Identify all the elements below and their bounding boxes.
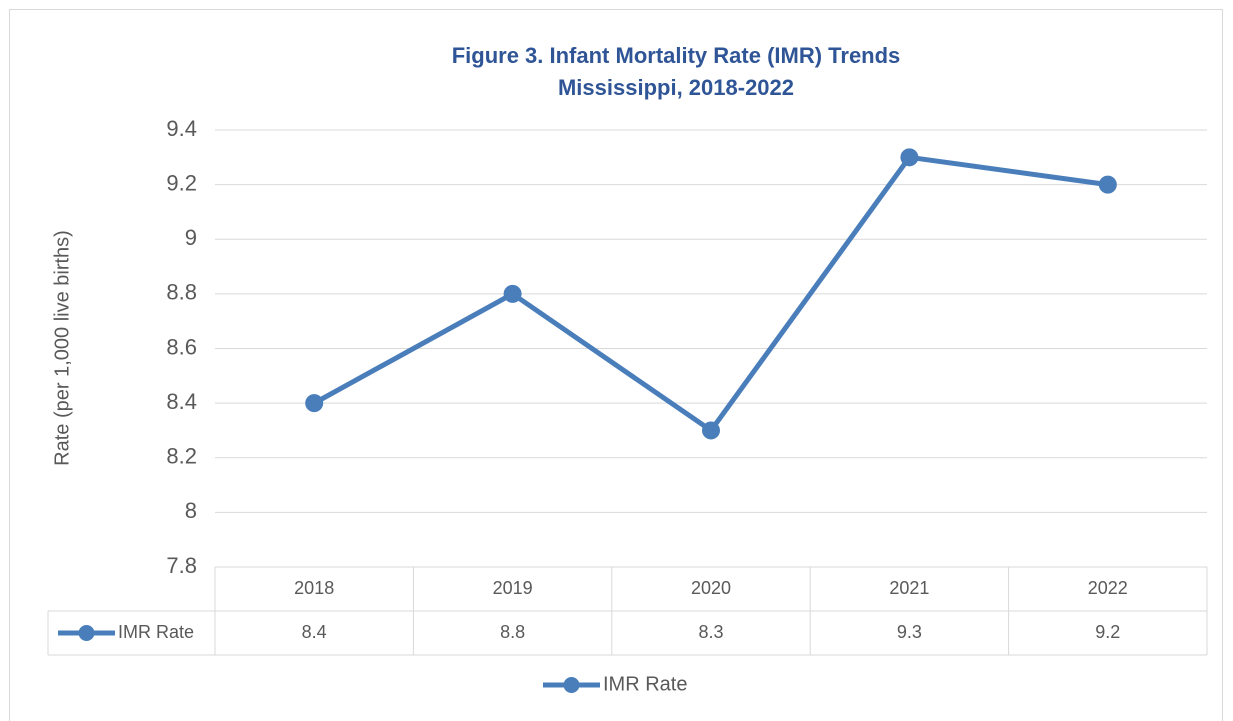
- data-point: [900, 148, 919, 167]
- data-point: [702, 421, 720, 440]
- table-value: 9.3: [897, 622, 922, 642]
- y-tick-label: 8.2: [166, 444, 197, 469]
- x-tick-label: 2019: [493, 578, 533, 598]
- y-tick-label: 9.4: [166, 116, 197, 141]
- table-value: 9.2: [1095, 622, 1120, 642]
- legend-marker: [563, 677, 580, 693]
- chart-subtitle: Mississippi, 2018-2022: [558, 75, 794, 100]
- y-tick-label: 8: [185, 498, 197, 523]
- table-value: 8.8: [500, 622, 525, 642]
- table-series-name: IMR Rate: [118, 622, 194, 642]
- y-tick-label: 8.4: [166, 389, 197, 414]
- y-tick-label: 9: [185, 225, 197, 250]
- y-axis-label: Rate (per 1,000 live births): [51, 230, 73, 466]
- y-tick-label: 8.6: [166, 334, 197, 359]
- legend-marker: [78, 625, 95, 641]
- table-value: 8.4: [302, 622, 327, 642]
- x-tick-label: 2018: [294, 578, 334, 598]
- table-value: 8.3: [698, 622, 723, 642]
- chart-title: Figure 3. Infant Mortality Rate (IMR) Tr…: [452, 43, 901, 68]
- x-tick-label: 2022: [1088, 578, 1128, 598]
- data-point: [305, 394, 324, 413]
- x-tick-label: 2020: [691, 578, 731, 598]
- y-tick-label: 7.8: [166, 553, 197, 578]
- data-point: [503, 284, 522, 303]
- legend-label: IMR Rate: [603, 673, 687, 695]
- y-tick-label: 8.8: [166, 280, 197, 305]
- y-tick-label: 9.2: [166, 170, 197, 195]
- x-tick-label: 2021: [889, 578, 929, 598]
- data-point: [1098, 175, 1117, 194]
